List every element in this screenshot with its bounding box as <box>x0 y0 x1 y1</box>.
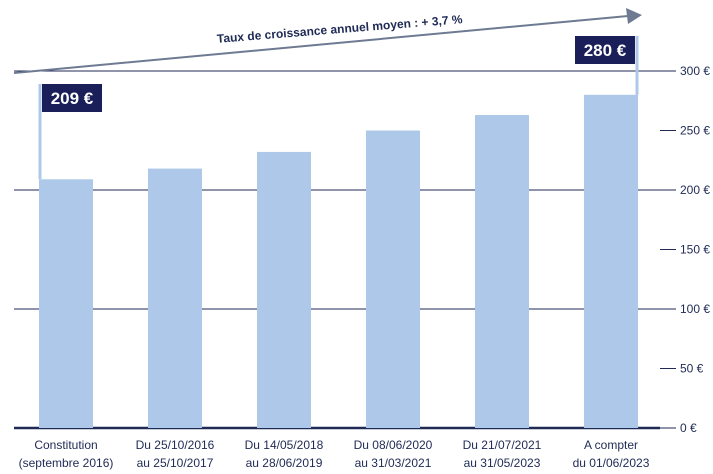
category-label: Du 21/07/2021 au 31/05/2023 <box>463 438 542 470</box>
bar-5 <box>584 94 638 429</box>
y-axis-tick-labels: 0 € 50 € 100 € 150 € 200 € 250 € 300 € <box>660 64 710 435</box>
category-label: Du 25/10/2016 au 25/10/2017 <box>136 438 215 470</box>
y-tick-label: 300 € <box>680 64 710 78</box>
growth-arrowhead <box>626 8 642 24</box>
bar-4 <box>475 115 529 428</box>
bars <box>39 94 638 429</box>
y-tick-label: 0 € <box>680 421 697 435</box>
bar-0 <box>39 179 93 428</box>
growth-annotation: Taux de croissance annuel moyen : + 3,7 … <box>13 8 642 74</box>
category-label: Du 08/06/2020 au 31/03/2021 <box>354 438 433 470</box>
growth-rate-label: Taux de croissance annuel moyen : + 3,7 … <box>216 12 463 46</box>
y-tick-label: 50 € <box>680 362 704 376</box>
callout-box <box>575 36 635 64</box>
y-tick-label: 200 € <box>680 183 710 197</box>
value-callouts: 209 € 280 € <box>38 36 639 180</box>
gridlines <box>14 70 660 430</box>
callout-box <box>42 84 102 112</box>
bar-2 <box>257 151 311 429</box>
callout-value-label: 209 € <box>51 89 94 108</box>
y-tick-label: 250 € <box>680 124 710 138</box>
category-label: Constitution (septembre 2016) <box>19 438 114 470</box>
bar-1 <box>148 168 202 428</box>
y-tick-label: 150 € <box>680 243 710 257</box>
y-tick-label: 100 € <box>680 302 710 316</box>
category-label: A compter du 01/06/2023 <box>573 438 650 470</box>
category-label: Du 14/05/2018 au 28/06/2019 <box>245 438 324 470</box>
x-axis-category-labels: Constitution (septembre 2016) Du 25/10/201… <box>19 438 650 470</box>
bar-3 <box>366 130 420 428</box>
callout-value-label: 280 € <box>584 41 627 60</box>
growth-arrow <box>13 15 629 74</box>
